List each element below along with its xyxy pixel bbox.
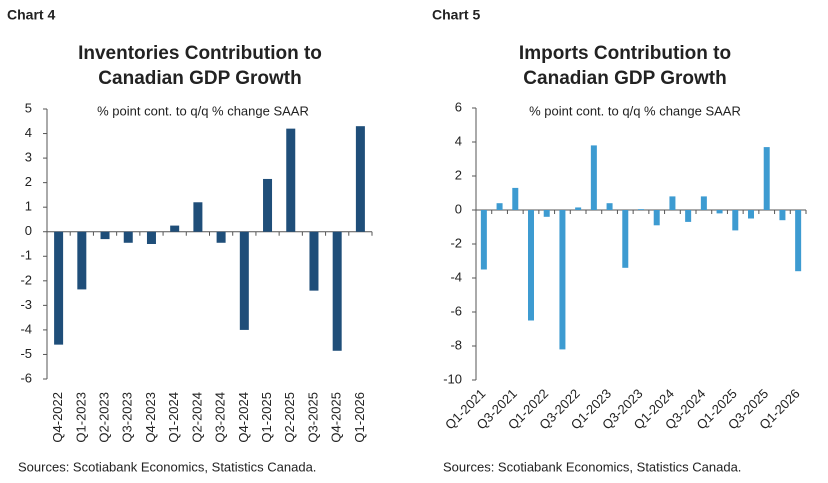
y-tick-label: -10 [443,371,462,386]
bar [512,187,519,210]
y-tick-label: -3 [20,297,32,312]
bar [146,231,156,244]
x-tick-label: Q4-2024 [236,392,251,443]
y-tick-label: 1 [25,199,32,214]
y-tick-label: 2 [25,174,32,189]
y-tick-label: 6 [455,99,462,114]
chart-subtitle: % point cont. to q/q % change SAAR [529,103,741,118]
x-tick-label: Q1-2024 [166,392,181,443]
bar [216,231,226,243]
chart-subtitle: % point cont. to q/q % change SAAR [97,103,309,118]
y-tick-label: 2 [455,167,462,182]
y-tick-label: 4 [25,125,32,140]
x-tick-label: Q3-2023 [120,392,135,443]
x-tick-label: Q1-2026 [352,392,367,443]
bar [700,196,707,210]
bar [355,126,365,232]
bar [480,210,487,270]
bar [193,202,203,232]
bar [170,225,180,232]
bar [653,210,660,226]
bar [748,210,754,219]
chart-title: Imports Contribution to [519,43,731,64]
bar [263,178,273,232]
bar [496,203,503,210]
y-tick-label: -5 [20,346,32,361]
bar [239,231,249,330]
y-tick-label: 3 [25,150,32,165]
chart-title: Canadian GDP Growth [98,68,301,89]
bar [575,207,582,210]
source: Sources: Scotiabank Economics, Statistic… [18,459,316,474]
y-tick-label: 0 [25,223,32,238]
x-tick-label: Q1-2025 [259,392,274,443]
x-tick-label: Q2-2024 [189,392,204,443]
chart-label: Chart 5 [432,7,480,23]
bar [100,231,110,240]
bar [528,210,534,321]
y-tick-label: 5 [25,100,32,115]
x-tick-label: Q4-2023 [143,392,158,443]
bar [732,210,739,231]
bar [77,231,87,290]
x-tick-label: Q3-2024 [213,392,228,443]
x-tick-label: Q2-2023 [96,392,111,443]
chart-label: Chart 4 [7,7,55,23]
bar [559,210,566,350]
x-tick-label: Q2-2025 [282,392,297,443]
bar [763,147,770,210]
x-tick-label: Q3-2025 [305,392,320,443]
y-tick-label: -1 [20,248,32,263]
bar [669,196,676,210]
x-tick-label: Q4-2022 [50,392,65,443]
bar [590,145,597,210]
y-tick-label: -4 [450,269,462,284]
bar [685,210,692,222]
bar [123,231,133,243]
y-tick-label: -8 [450,337,462,352]
bar [622,210,629,268]
source: Sources: Scotiabank Economics, Statistic… [443,459,741,474]
bar [779,210,786,221]
y-tick-label: -6 [450,303,462,318]
bar [716,210,723,214]
bar [332,231,342,351]
x-tick-label: Q1-2023 [73,392,88,443]
chart-title: Canadian GDP Growth [523,68,726,89]
bar [606,203,613,210]
x-tick-label: Q4-2025 [329,392,344,443]
y-tick-label: -6 [20,370,32,385]
bar [309,231,319,291]
bar [795,210,802,272]
y-tick-label: -2 [20,272,32,287]
y-tick-label: 4 [455,133,462,148]
y-tick-label: -4 [20,321,32,336]
bar [638,209,644,210]
chart-title: Inventories Contribution to [78,43,322,64]
bar [286,128,296,232]
bar [54,231,64,345]
y-tick-label: -2 [450,235,462,250]
y-tick-label: 0 [455,201,462,216]
bar [543,210,550,217]
